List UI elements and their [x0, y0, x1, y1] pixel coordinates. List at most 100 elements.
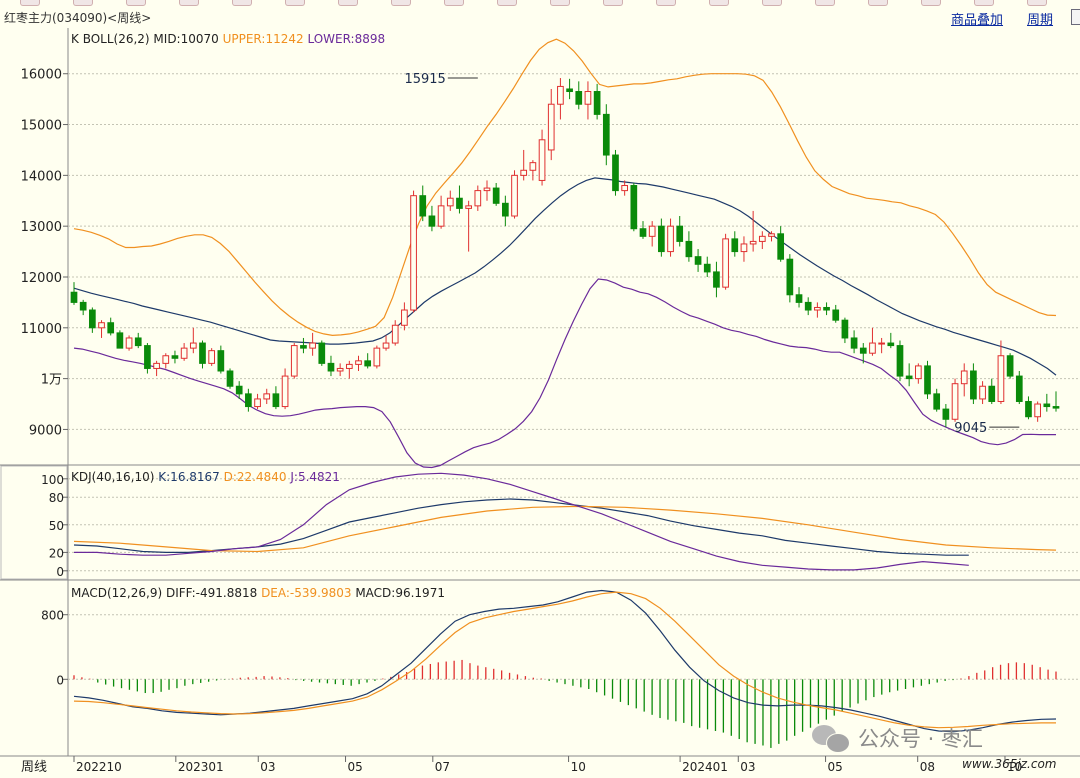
candle-body: [887, 342, 895, 347]
candle-body: [1006, 355, 1014, 377]
candle-body: [933, 393, 941, 410]
candle-body: [795, 294, 803, 303]
candle-body: [713, 271, 720, 288]
candlestick: [520, 149, 528, 181]
y-axis-labels: 16000 15000 14000 13000 12000 11000 1万 9000 100 8…: [21, 68, 68, 687]
y-tick-label: 0: [56, 673, 64, 687]
window-tab[interactable]: [179, 0, 199, 6]
indicator-legends: K BOLL(26,2) MID:10070 UPPER:11242 LOWER…: [71, 32, 445, 600]
window-tab[interactable]: [285, 0, 305, 6]
candlestick: [905, 363, 913, 387]
x-tick-label: 08: [920, 760, 935, 774]
candlestick: [933, 388, 941, 412]
candle-body: [529, 162, 537, 171]
candle-body: [832, 309, 840, 321]
candle-body: [89, 309, 96, 329]
window-tab[interactable]: [1027, 0, 1047, 6]
candlestick: [703, 256, 711, 277]
window-tab[interactable]: [126, 0, 146, 6]
legend-item: KDJ(40,16,10): [71, 470, 158, 484]
candlestick: [410, 190, 417, 313]
window-tab[interactable]: [815, 0, 835, 6]
y-tick-label: 15000: [21, 119, 62, 134]
window-tab[interactable]: [20, 0, 40, 6]
candlestick: [749, 210, 757, 252]
candle-body: [1052, 406, 1060, 409]
y-tick-label: 20: [49, 546, 64, 560]
candlestick: [428, 205, 436, 232]
candlestick: [226, 368, 234, 389]
window-tab[interactable]: [444, 0, 464, 6]
candlestick: [988, 378, 996, 405]
y-tick-label: 11000: [21, 322, 62, 337]
candlestick: [327, 355, 335, 377]
candlestick: [318, 340, 326, 366]
candlestick: [300, 337, 307, 354]
candle-body: [740, 243, 748, 253]
candlestick: [740, 236, 748, 262]
y-tick-label: 100: [41, 473, 64, 487]
legend-item: DIFF:-491.8818: [166, 586, 261, 600]
candlestick: [676, 216, 684, 247]
window-tab[interactable]: [603, 0, 623, 6]
window-tab[interactable]: [73, 0, 93, 6]
commodity-overlay-button[interactable]: 商品叠加: [951, 13, 1004, 28]
candle-body: [254, 398, 261, 408]
window-tab[interactable]: [762, 0, 782, 6]
window-tab[interactable]: [338, 0, 358, 6]
candlestick: [841, 317, 849, 344]
candlestick: [970, 363, 977, 405]
window-tab[interactable]: [232, 0, 252, 6]
macd-lines: [73, 589, 1057, 733]
candle-body: [153, 362, 160, 369]
candle-body: [575, 91, 583, 105]
x-tick-label: 03: [260, 760, 275, 774]
window-tab[interactable]: [921, 0, 941, 6]
window-tab[interactable]: [656, 0, 676, 6]
candlesticks: [70, 78, 1060, 428]
candle-body: [658, 225, 665, 253]
candlestick: [116, 330, 124, 349]
kdj-j-line: [74, 472, 969, 571]
candle-body: [667, 225, 674, 253]
x-tick-label: 07: [435, 760, 450, 774]
candle-body: [401, 309, 408, 326]
window-tab[interactable]: [709, 0, 729, 6]
candlestick: [70, 282, 78, 305]
candlestick: [658, 218, 665, 257]
window-tab[interactable]: [497, 0, 517, 6]
candlestick: [483, 180, 491, 201]
candle-body: [419, 195, 427, 217]
window-tab[interactable]: [391, 0, 411, 6]
candle-body: [336, 367, 344, 372]
legend-item: MACD:96.1971: [355, 586, 445, 600]
window-tab[interactable]: [974, 0, 994, 6]
candlestick: [575, 81, 583, 110]
candlestick: [162, 353, 170, 369]
candlestick: [1052, 391, 1060, 412]
candle-body: [951, 383, 959, 420]
candlestick: [153, 360, 160, 377]
panel-edge-button[interactable]: [1071, 9, 1080, 25]
y-tick-label: 800: [41, 609, 64, 623]
indicator-legend: K BOLL(26,2) MID:10070 UPPER:11242 LOWER…: [71, 32, 385, 46]
window-tab[interactable]: [868, 0, 888, 6]
candle-body: [905, 375, 913, 380]
period-button[interactable]: 周期: [1027, 13, 1054, 28]
candle-body: [676, 225, 684, 242]
candle-body: [1015, 375, 1023, 402]
candlestick: [722, 233, 729, 290]
candle-body: [859, 347, 867, 354]
candle-body: [98, 322, 105, 329]
candlestick: [355, 355, 362, 371]
candle-body: [446, 197, 454, 207]
futures-chart[interactable]: 1600015000140001300012000110001万90001008…: [0, 28, 1080, 778]
y-tick-label: 16000: [21, 68, 62, 83]
candlestick: [89, 307, 96, 333]
candlestick: [823, 302, 830, 316]
candlestick: [960, 363, 968, 397]
y-tick-label: 9000: [29, 423, 62, 438]
candle-body: [492, 187, 500, 204]
candle-body: [814, 306, 821, 311]
window-tab[interactable]: [550, 0, 570, 6]
